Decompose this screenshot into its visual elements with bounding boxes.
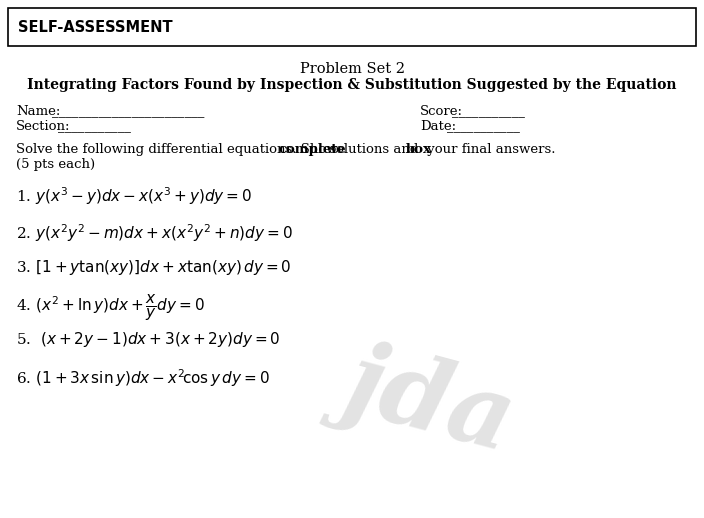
Text: 2. $y(x^2y^2 - m)dx + x(x^2y^2 + n)dy = 0$: 2. $y(x^2y^2 - m)dx + x(x^2y^2 + n)dy = … <box>16 222 293 243</box>
Text: ___________: ___________ <box>58 120 131 133</box>
Text: 5.  $(x + 2y - 1)dx + 3(x + 2y)dy = 0$: 5. $(x + 2y - 1)dx + 3(x + 2y)dy = 0$ <box>16 330 281 349</box>
Text: Problem Set 2: Problem Set 2 <box>299 62 405 76</box>
Text: 4. $(x^2 + \ln y)dx + \dfrac{x}{y}dy = 0$: 4. $(x^2 + \ln y)dx + \dfrac{x}{y}dy = 0… <box>16 293 205 323</box>
Bar <box>8 8 696 46</box>
Text: ___________: ___________ <box>447 120 520 133</box>
Text: 6. $(1 + 3x\,\sin y)dx - x^2\!\cos y\,dy = 0$: 6. $(1 + 3x\,\sin y)dx - x^2\!\cos y\,dy… <box>16 367 270 388</box>
Text: Score:: Score: <box>420 105 463 118</box>
Text: Solve the following differential equations. Show: Solve the following differential equatio… <box>16 143 342 156</box>
Text: 3. $[1 + y\tan(xy)]dx + x\tan(xy)\,dy = 0$: 3. $[1 + y\tan(xy)]dx + x\tan(xy)\,dy = … <box>16 258 291 277</box>
Text: Name:: Name: <box>16 105 61 118</box>
Text: complete: complete <box>278 143 346 156</box>
Text: _______________________: _______________________ <box>52 105 204 118</box>
Text: your final answers.: your final answers. <box>423 143 555 156</box>
Text: SELF-ASSESSMENT: SELF-ASSESSMENT <box>18 20 172 35</box>
Text: Integrating Factors Found by Inspection & Substitution Suggested by the Equation: Integrating Factors Found by Inspection … <box>27 78 677 92</box>
Text: box: box <box>406 143 432 156</box>
Text: jda: jda <box>335 330 525 469</box>
Text: ___________: ___________ <box>452 105 525 118</box>
Text: (5 pts each): (5 pts each) <box>16 158 95 171</box>
Text: 1. $y(x^3 - y)dx - x(x^3 + y)dy = 0$: 1. $y(x^3 - y)dx - x(x^3 + y)dy = 0$ <box>16 185 252 207</box>
Text: solutions and: solutions and <box>325 143 423 156</box>
Text: Date:: Date: <box>420 120 456 133</box>
Text: Section:: Section: <box>16 120 70 133</box>
